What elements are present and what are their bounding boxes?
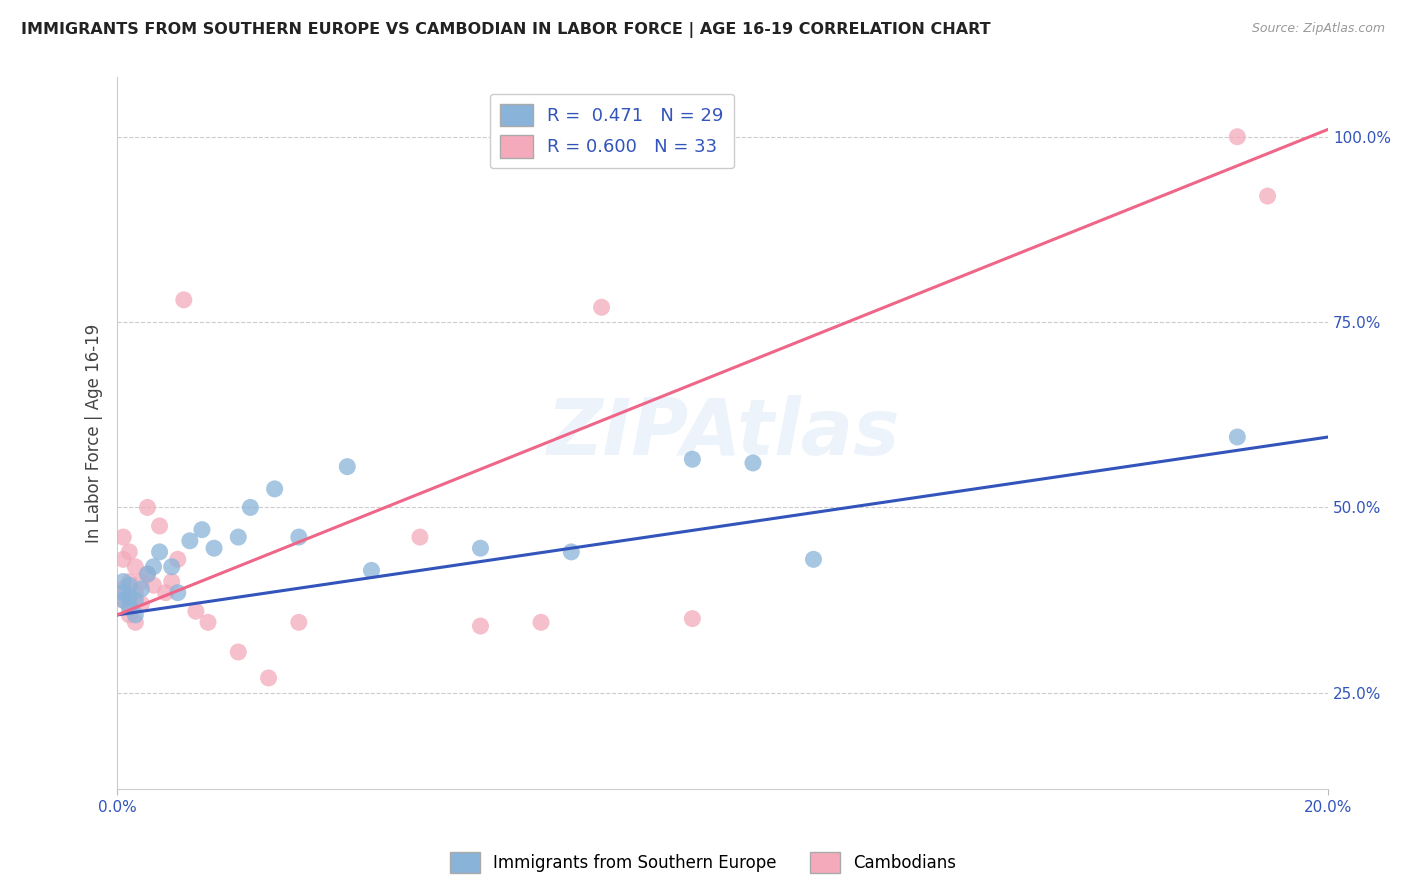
Point bbox=[173, 293, 195, 307]
Point bbox=[336, 459, 359, 474]
Point bbox=[360, 564, 382, 578]
Point bbox=[112, 593, 135, 607]
Point bbox=[118, 607, 141, 622]
Point bbox=[160, 574, 183, 589]
Y-axis label: In Labor Force | Age 16-19: In Labor Force | Age 16-19 bbox=[86, 324, 103, 543]
Point bbox=[681, 452, 703, 467]
Point bbox=[1226, 129, 1249, 144]
Point bbox=[118, 600, 141, 615]
Text: Source: ZipAtlas.com: Source: ZipAtlas.com bbox=[1251, 22, 1385, 36]
Point bbox=[202, 541, 225, 556]
Legend: R =  0.471   N = 29, R = 0.600   N = 33: R = 0.471 N = 29, R = 0.600 N = 33 bbox=[489, 94, 734, 169]
Point bbox=[112, 530, 135, 544]
Point bbox=[136, 567, 159, 582]
Point bbox=[742, 456, 765, 470]
Point bbox=[118, 545, 141, 559]
Point bbox=[166, 552, 188, 566]
Legend: Immigrants from Southern Europe, Cambodians: Immigrants from Southern Europe, Cambodi… bbox=[443, 846, 963, 880]
Point bbox=[118, 597, 141, 611]
Point bbox=[166, 585, 188, 599]
Point bbox=[112, 574, 135, 589]
Point bbox=[124, 607, 146, 622]
Point bbox=[257, 671, 280, 685]
Point bbox=[409, 530, 432, 544]
Point bbox=[288, 615, 311, 630]
Point bbox=[179, 533, 201, 548]
Point bbox=[184, 604, 207, 618]
Point bbox=[124, 593, 146, 607]
Point bbox=[681, 612, 703, 626]
Point bbox=[560, 545, 582, 559]
Point bbox=[124, 559, 146, 574]
Point bbox=[803, 552, 825, 566]
Point bbox=[118, 590, 141, 604]
Point bbox=[239, 500, 262, 515]
Text: ZIPAtlas: ZIPAtlas bbox=[546, 395, 900, 471]
Point bbox=[1226, 430, 1249, 444]
Point bbox=[142, 578, 165, 592]
Point bbox=[131, 574, 153, 589]
Point bbox=[118, 578, 141, 592]
Point bbox=[112, 582, 135, 596]
Point bbox=[288, 530, 311, 544]
Point bbox=[191, 523, 214, 537]
Point bbox=[136, 567, 159, 582]
Point bbox=[112, 585, 135, 599]
Point bbox=[112, 552, 135, 566]
Point bbox=[470, 541, 492, 556]
Point bbox=[131, 582, 153, 596]
Point bbox=[591, 300, 613, 314]
Point bbox=[131, 597, 153, 611]
Point bbox=[118, 574, 141, 589]
Point bbox=[263, 482, 285, 496]
Point bbox=[112, 593, 135, 607]
Point bbox=[1257, 189, 1279, 203]
Point bbox=[155, 585, 177, 599]
Point bbox=[124, 615, 146, 630]
Point bbox=[148, 545, 170, 559]
Point bbox=[136, 500, 159, 515]
Point bbox=[124, 585, 146, 599]
Point bbox=[530, 615, 553, 630]
Point bbox=[226, 530, 249, 544]
Point bbox=[197, 615, 219, 630]
Point bbox=[160, 559, 183, 574]
Point bbox=[148, 519, 170, 533]
Text: IMMIGRANTS FROM SOUTHERN EUROPE VS CAMBODIAN IN LABOR FORCE | AGE 16-19 CORRELAT: IMMIGRANTS FROM SOUTHERN EUROPE VS CAMBO… bbox=[21, 22, 991, 38]
Point bbox=[226, 645, 249, 659]
Point bbox=[470, 619, 492, 633]
Point bbox=[142, 559, 165, 574]
